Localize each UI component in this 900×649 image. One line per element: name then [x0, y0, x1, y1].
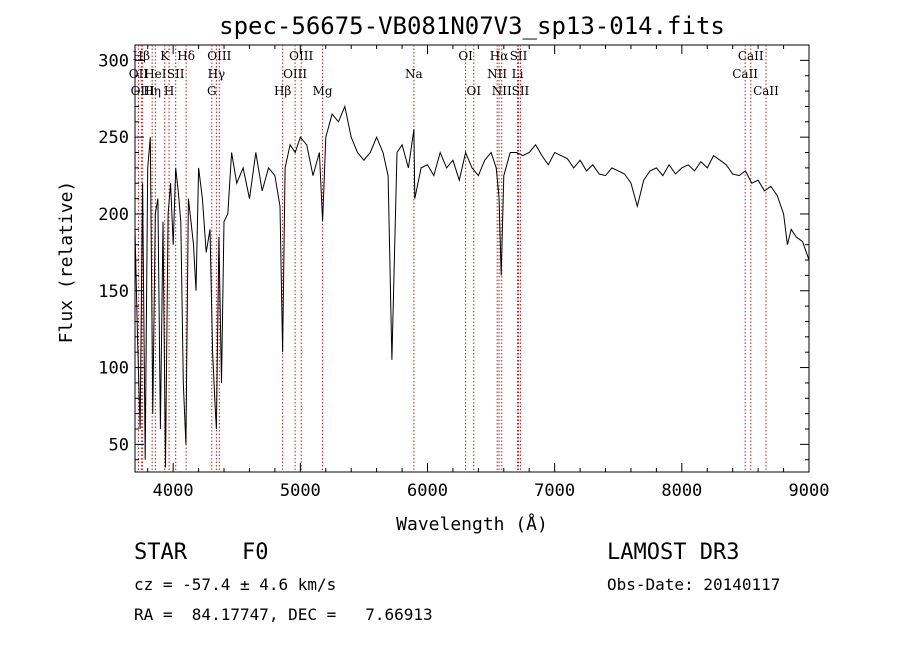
line-label-12: Hβ: [274, 84, 291, 98]
line-label-2: OIII: [131, 84, 155, 98]
line-label-25: CaII: [738, 49, 764, 63]
line-label-18: OI: [466, 84, 481, 98]
survey-name: LAMOST DR3: [607, 540, 740, 565]
spectrum-series-line: [134, 104, 810, 468]
object-class: STAR: [134, 540, 187, 565]
x-tick-label-4: 8000: [661, 481, 702, 501]
line-label-24: SII: [512, 84, 530, 98]
y-tick-label-0: 50: [109, 435, 129, 455]
line-label-8: Hδ: [177, 49, 195, 63]
line-label-17: OI: [458, 49, 473, 63]
y-tick-label-1: 100: [98, 359, 129, 379]
observation-date: Obs-Date: 20140117: [607, 575, 781, 594]
line-label-4: HeI: [144, 67, 167, 81]
line-label-16: Na: [405, 67, 423, 81]
line-label-0: Hβ: [133, 49, 150, 63]
line-label-13: OIII: [289, 49, 313, 63]
line-label-19: Hα: [490, 49, 509, 63]
line-label-15: Mg: [313, 84, 333, 98]
line-label-10: Hγ: [208, 67, 226, 81]
y-tick-label-4: 250: [98, 128, 129, 148]
x-axis-ticks: 4000 5000 6000 7000 8000 9000: [147, 45, 830, 501]
plot-frame: [134, 44, 810, 473]
x-tick-label-2: 6000: [407, 481, 448, 501]
x-tick-label-1: 5000: [280, 481, 321, 501]
y-tick-label-5: 300: [98, 51, 129, 71]
object-subclass: F0: [242, 540, 269, 565]
line-label-14: OIII: [283, 67, 307, 81]
line-label-20: SII: [510, 49, 528, 63]
x-tick-label-3: 7000: [534, 481, 575, 501]
x-axis-label: Wavelength (Å): [396, 513, 548, 535]
line-label-27: CaII: [753, 84, 779, 98]
line-label-11: G: [207, 84, 217, 98]
y-tick-label-2: 150: [98, 282, 129, 302]
line-label-22: Li: [512, 67, 524, 81]
redshift-velocity: cz = -57.4 ± 4.6 km/s: [134, 575, 337, 594]
line-label-1: OII: [129, 67, 149, 81]
line-label-21: NII: [487, 67, 507, 81]
y-axis-label: Flux (relative): [56, 181, 77, 344]
line-label-26: CaII: [732, 67, 758, 81]
line-label-9: OIII: [207, 49, 231, 63]
y-tick-label-3: 200: [98, 205, 129, 225]
line-label-3: Hη: [143, 84, 161, 98]
y-axis-ticks: 50 100 150 200 250 300: [98, 51, 809, 461]
line-label-6: SII: [167, 67, 185, 81]
x-tick-label-5: 9000: [789, 481, 830, 501]
chart-title: spec-56675-VB081N07V3_sp13-014.fits: [219, 12, 725, 40]
sky-coordinates: RA = 84.17747, DEC = 7.66913: [134, 605, 433, 624]
line-label-7: H: [164, 84, 174, 98]
line-label-23: NII: [492, 84, 512, 98]
x-tick-label-0: 4000: [153, 481, 194, 501]
line-label-5: K: [160, 49, 170, 63]
line-markers: [137, 45, 767, 472]
